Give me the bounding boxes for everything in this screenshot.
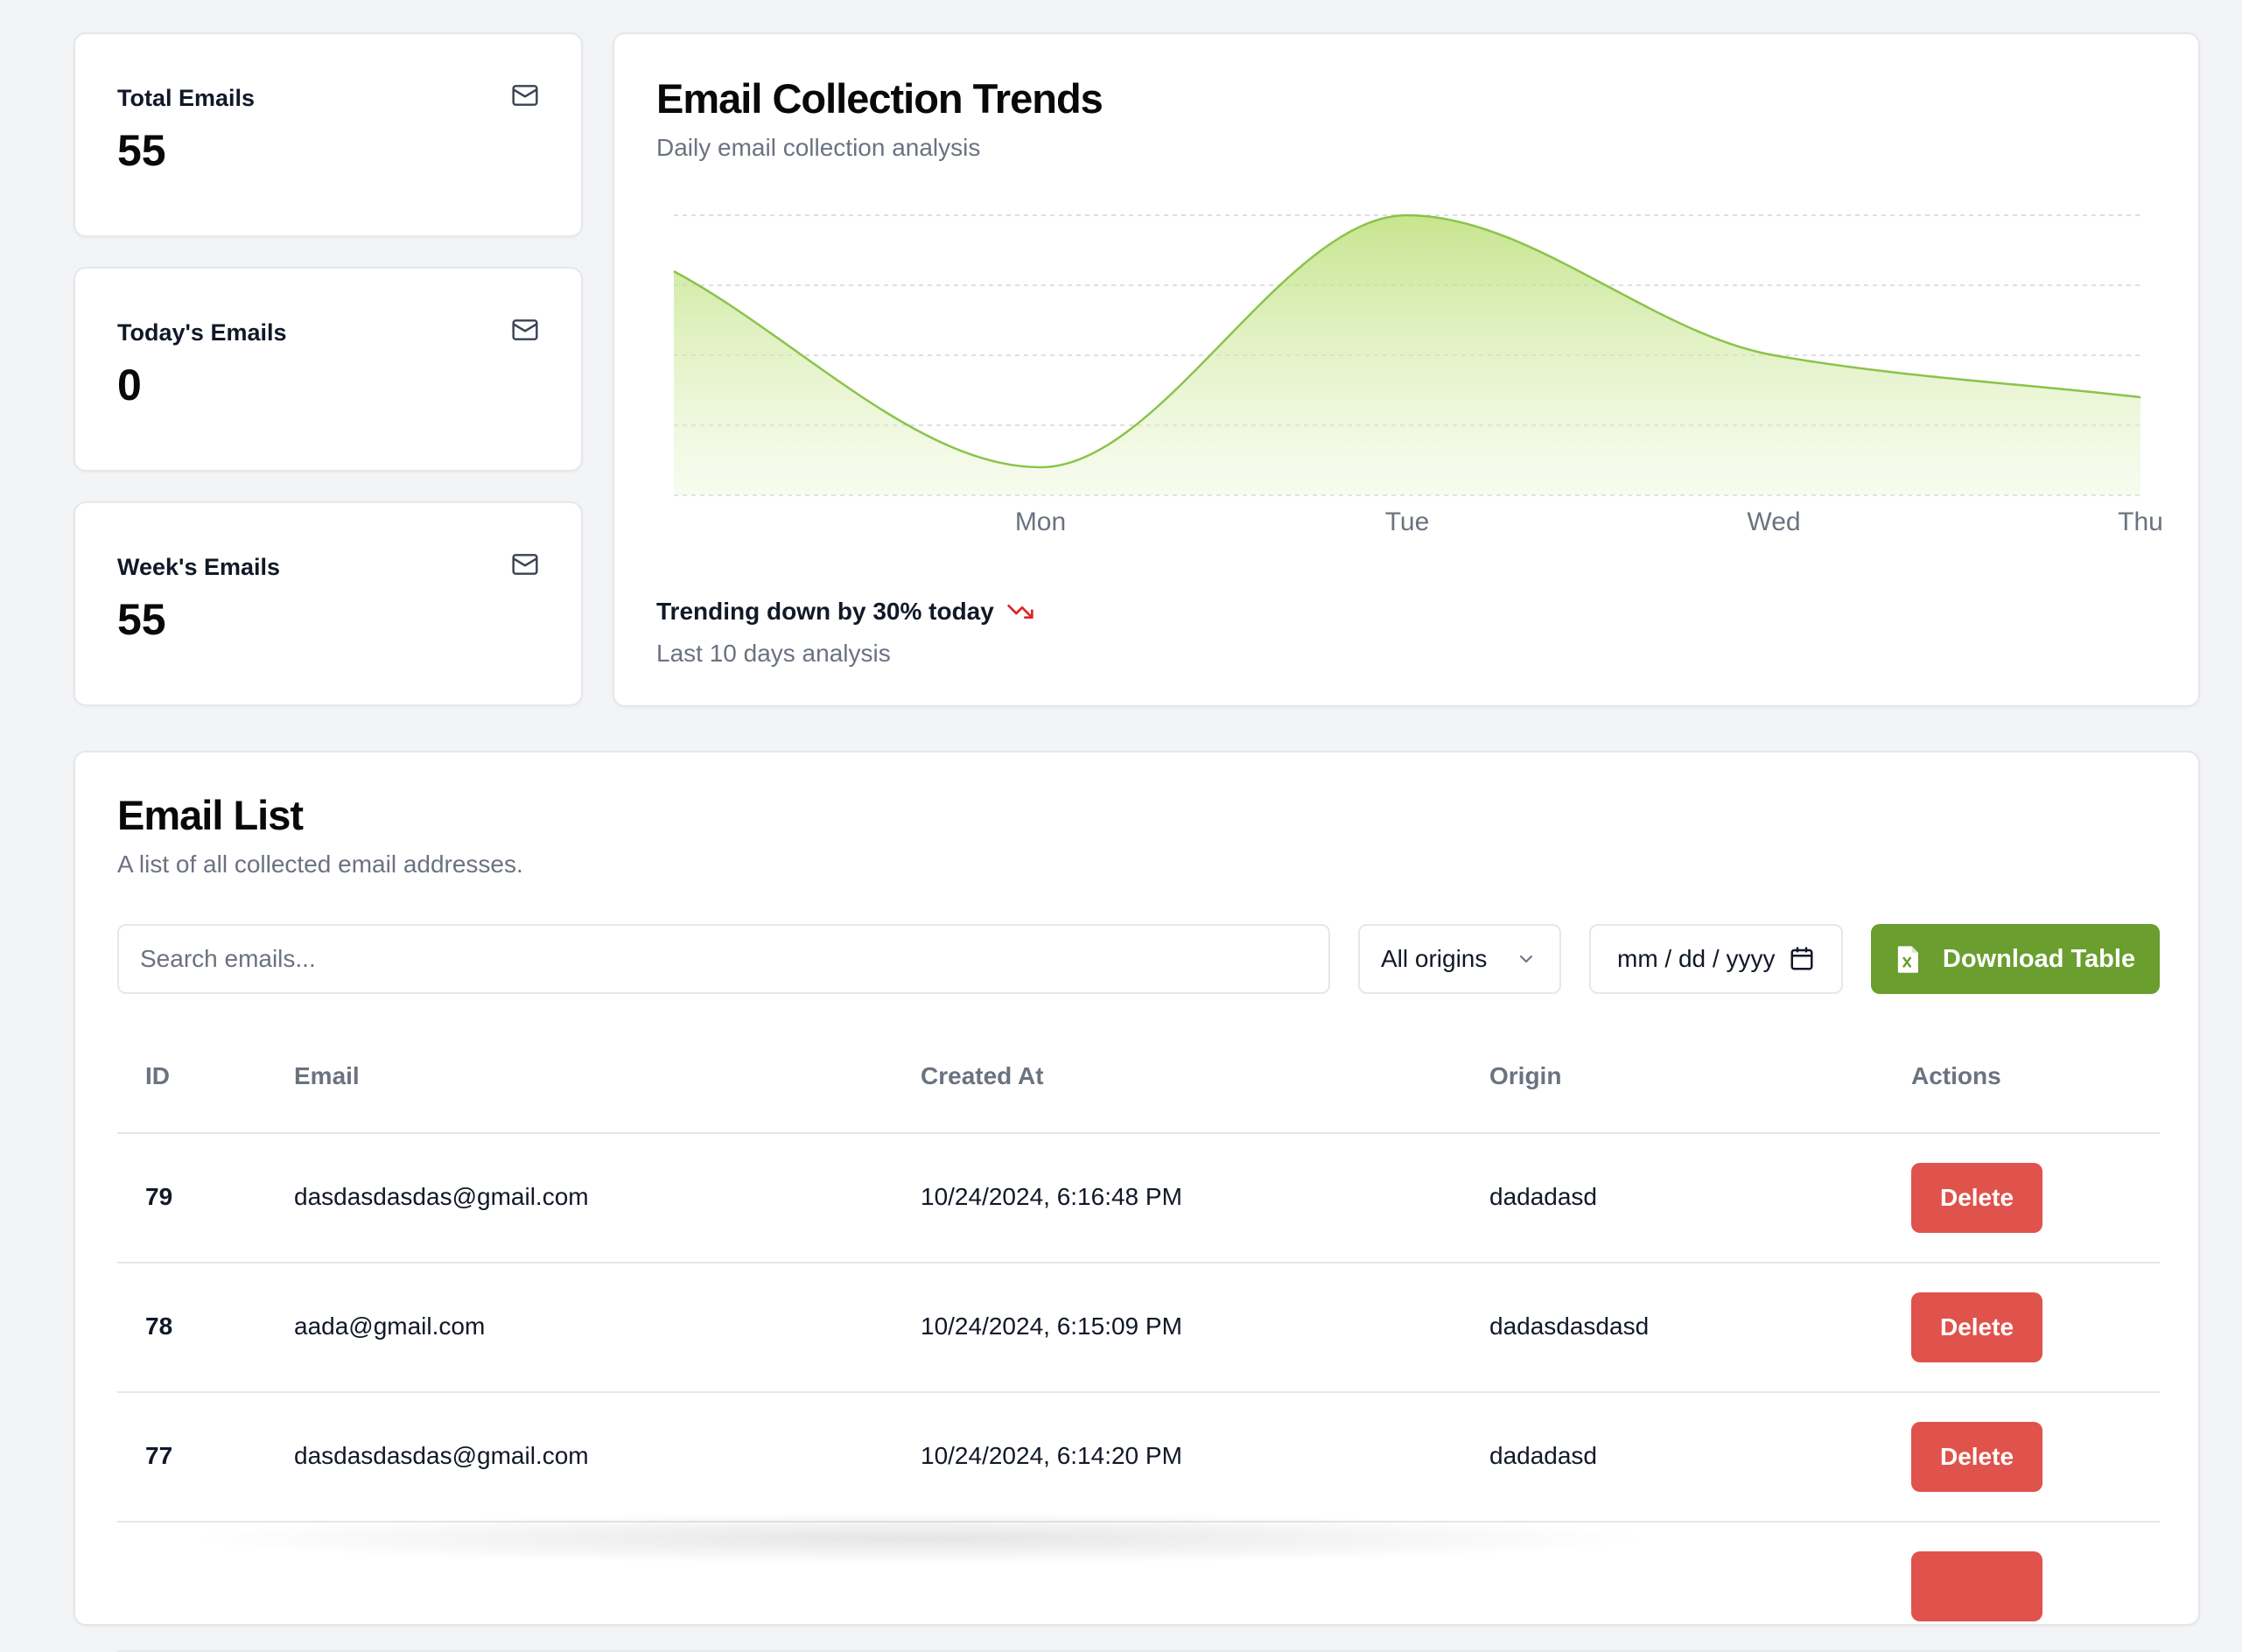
stat-value: 55	[117, 595, 166, 644]
column-header-created-at[interactable]: Created At	[921, 1062, 1044, 1089]
table-header: ID Email Created At Origin Actions	[117, 1020, 2160, 1134]
stat-value: 55	[117, 126, 166, 175]
x-tick-label: Wed	[1747, 508, 1800, 536]
mail-icon	[512, 554, 538, 575]
column-header-id[interactable]: ID	[145, 1062, 170, 1089]
chevron-down-icon	[1520, 956, 1532, 962]
cell-origin: dadasdasdasd	[1489, 1312, 1650, 1340]
trend-footer: Last 10 days analysis	[656, 640, 891, 667]
trend-text: Trending down by 30% today	[656, 598, 994, 625]
area-fill	[674, 215, 2140, 495]
series-line	[673, 214, 2141, 469]
cell-origin: dadadasd	[1489, 1442, 1598, 1469]
chart-subtitle: Daily email collection analysis	[656, 134, 981, 161]
delete-button[interactable]	[1911, 1551, 2042, 1621]
trending-down-icon	[1007, 605, 1033, 619]
search-input[interactable]	[117, 924, 1330, 994]
origin-select-value: All origins	[1381, 945, 1488, 972]
stat-title: Week's Emails	[117, 554, 281, 580]
download-table-label: Download Table	[1942, 944, 2136, 973]
table-row: 77 dasdasdasdas@gmail.com 10/24/2024, 6:…	[117, 1393, 2160, 1522]
stat-card-today: Today's Emails 0	[74, 267, 583, 472]
delete-button[interactable]: Delete	[1911, 1422, 2042, 1492]
cell-id: 77	[145, 1442, 173, 1469]
cell-email: dasdasdasdas@gmail.com	[294, 1442, 589, 1469]
cell-id: 79	[145, 1183, 173, 1210]
trend-summary: Trending down by 30% today	[656, 598, 1034, 626]
stat-title: Total Emails	[117, 85, 256, 111]
calendar-icon[interactable]	[1789, 946, 1815, 972]
column-header-email[interactable]: Email	[294, 1062, 360, 1089]
origin-select[interactable]: All origins	[1358, 924, 1561, 994]
email-list-subtitle: A list of all collected email addresses.	[117, 850, 523, 878]
area-chart: Mon Tue Wed Thu	[673, 214, 2163, 536]
cell-origin: dadadasd	[1489, 1183, 1598, 1210]
stat-card-total: Total Emails 55	[74, 32, 583, 237]
stat-title: Today's Emails	[117, 319, 287, 346]
mail-icon	[512, 85, 538, 106]
mail-icon	[512, 319, 538, 340]
x-tick-label: Mon	[1015, 508, 1066, 536]
email-list-title: Email List	[117, 792, 304, 838]
chart-title: Email Collection Trends	[656, 75, 1103, 122]
delete-button[interactable]: Delete	[1911, 1292, 2042, 1362]
download-table-button[interactable]: Download Table	[1871, 924, 2160, 994]
email-list-card: Email List A list of all collected email…	[74, 751, 2200, 1652]
email-table: ID Email Created At Origin Actions 79 da…	[117, 1020, 2160, 1652]
date-filter-input[interactable]: mm / dd / yyyy	[1589, 924, 1843, 994]
table-row: 79 dasdasdasdas@gmail.com 10/24/2024, 6:…	[117, 1134, 2160, 1264]
cell-id: 78	[145, 1312, 173, 1340]
date-placeholder: mm / dd / yyyy	[1617, 945, 1776, 972]
delete-button[interactable]: Delete	[1911, 1163, 2042, 1233]
stat-card-week: Week's Emails 55	[74, 501, 583, 706]
stat-value: 0	[117, 360, 142, 410]
column-header-actions: Actions	[1911, 1062, 2001, 1089]
cell-created-at: 10/24/2024, 6:14:20 PM	[921, 1442, 1182, 1469]
column-header-origin[interactable]: Origin	[1489, 1062, 1562, 1089]
x-tick-label: Tue	[1385, 508, 1430, 536]
chart-card: Email Collection Trends Daily email coll…	[613, 32, 2200, 707]
table-row	[117, 1522, 2160, 1652]
table-row: 78 aada@gmail.com 10/24/2024, 6:15:09 PM…	[117, 1264, 2160, 1393]
cell-email: dasdasdasdas@gmail.com	[294, 1183, 589, 1210]
cell-email: aada@gmail.com	[294, 1312, 486, 1340]
x-axis-ticks: Mon Tue Wed Thu	[1015, 508, 2163, 536]
cell-created-at: 10/24/2024, 6:16:48 PM	[921, 1183, 1182, 1210]
cell-created-at: 10/24/2024, 6:15:09 PM	[921, 1312, 1182, 1340]
x-tick-label: Thu	[2118, 508, 2163, 536]
excel-file-icon	[1897, 946, 1918, 973]
